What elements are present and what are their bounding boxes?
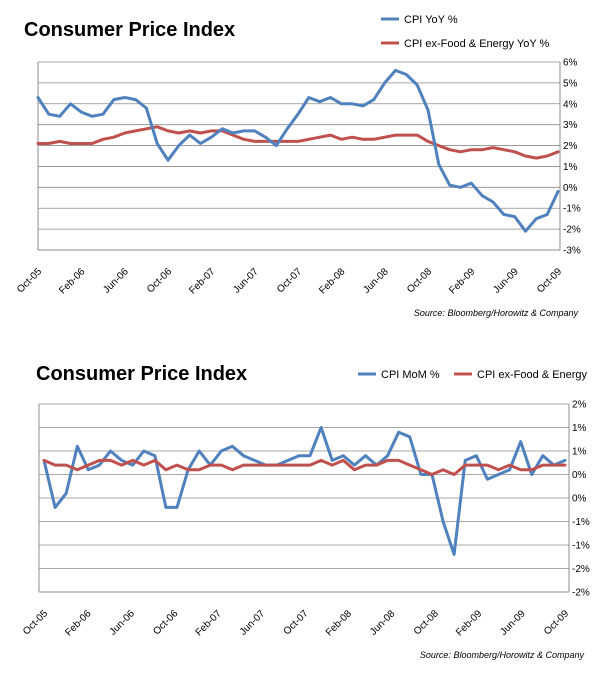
chart2-y-tick-label: 0% [572, 470, 587, 481]
chart1-y-tick-label: 0% [563, 183, 578, 194]
chart1-series-line-core [36, 125, 560, 160]
chart1-y-tick-label: 3% [563, 120, 578, 131]
chart2-y-tick-label: 0% [572, 494, 587, 505]
chart1-y-tick-label: 2% [563, 141, 578, 152]
chart1-y-tick-label: -3% [563, 246, 581, 257]
chart1-y-tick-label: -1% [563, 204, 581, 215]
chart2-x-tick-label: Jun-09 [498, 608, 528, 638]
chart2-legend-core: CPI ex-Food & Energy [477, 369, 588, 381]
chart2-x-tick-label: Oct-07 [282, 608, 311, 637]
chart2-y-tick-label: -2% [572, 564, 590, 575]
chart1-x-tick-label: Jun-06 [101, 266, 131, 296]
chart2-series-line-core [42, 458, 567, 476]
chart1-x-tick-label: Oct-09 [535, 266, 564, 295]
chart1-y-tick-label: 1% [563, 162, 578, 173]
chart2-series-line-cpi [42, 426, 567, 556]
chart1-y-tick-label: -2% [563, 225, 581, 236]
chart1-legend-cpi: CPI YoY % [404, 14, 458, 26]
chart1-x-tick-label: Jun-09 [491, 266, 521, 296]
chart1-source: Source: Bloomberg/Horowitz & Company [414, 308, 579, 318]
chart2-y-tick-label: -2% [572, 588, 590, 599]
chart2-x-tick-label: Feb-06 [63, 608, 93, 638]
chart1-x-tick-label: Feb-09 [447, 266, 477, 296]
chart2-y-tick-label: -1% [572, 541, 590, 552]
chart1-x-tick-label: Feb-08 [317, 266, 347, 296]
chart1-x-tick-label: Oct-06 [145, 266, 174, 295]
chart2-y-tick-label: -1% [572, 517, 590, 528]
chart2-y-tick-label: 1% [572, 423, 587, 434]
chart2-x-tick-label: Jun-08 [368, 608, 398, 638]
chart2-x-tick-label: Jun-06 [108, 608, 138, 638]
chart1-x-tick-label: Oct-05 [15, 266, 44, 295]
chart2-legend-cpi: CPI MoM % [381, 369, 440, 381]
chart2-x-tick-label: Oct-05 [21, 608, 50, 637]
chart2-x-tick-label: Feb-08 [324, 608, 354, 638]
chart1-legend-core: CPI ex-Food & Energy YoY % [404, 38, 550, 50]
chart1-y-tick-label: 4% [563, 99, 578, 110]
chart1-x-tick-label: Oct-08 [405, 266, 434, 295]
chart2-x-tick-label: Oct-08 [412, 608, 441, 637]
chart2-x-tick-label: Feb-07 [194, 608, 224, 638]
chart1-y-tick-label: 5% [563, 78, 578, 89]
chart2-y-tick-label: 2% [572, 400, 587, 411]
chart1-x-tick-label: Feb-07 [187, 266, 217, 296]
chart1-series-line-cpi [36, 68, 560, 233]
chart2-y-tick-label: 1% [572, 447, 587, 458]
chart1-x-tick-label: Jun-07 [231, 266, 261, 296]
chart1-x-tick-label: Feb-06 [57, 266, 87, 296]
chart1-x-tick-label: Oct-07 [275, 266, 304, 295]
chart2-x-tick-label: Jun-07 [238, 608, 268, 638]
chart2-x-tick-label: Oct-06 [151, 608, 180, 637]
chart2-x-tick-label: Oct-09 [542, 608, 571, 637]
chart1-y-tick-label: 6% [563, 58, 578, 69]
chart2-x-tick-label: Feb-09 [454, 608, 484, 638]
chart1-title: Consumer Price Index [24, 19, 235, 41]
chart2-source: Source: Bloomberg/Horowitz & Company [420, 650, 585, 660]
chart2-title: Consumer Price Index [36, 363, 247, 385]
chart1-x-tick-label: Jun-08 [361, 266, 391, 296]
